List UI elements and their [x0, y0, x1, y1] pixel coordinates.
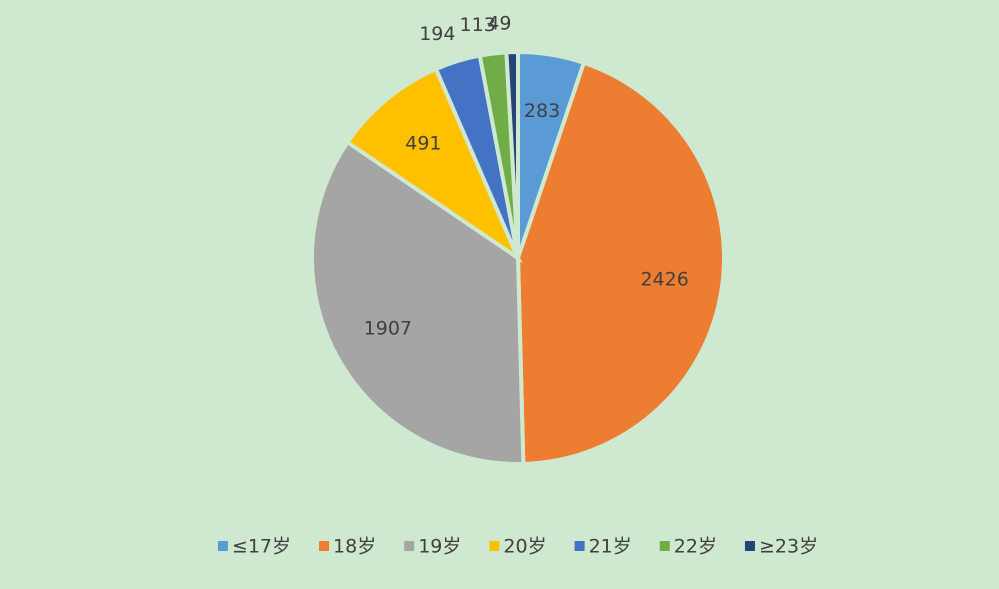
- legend-label: ≥23岁: [759, 536, 818, 558]
- legend-swatch: [319, 541, 330, 551]
- legend-swatch: [574, 541, 585, 551]
- legend-swatch: [489, 541, 500, 551]
- legend-label: 21岁: [589, 536, 632, 558]
- data-label: 194: [419, 23, 455, 45]
- data-label: 113: [460, 14, 496, 36]
- data-label: 283: [524, 100, 560, 122]
- legend-swatch: [744, 541, 755, 551]
- data-label: 49: [487, 13, 511, 35]
- legend-label: 18岁: [333, 536, 376, 558]
- legend-swatch: [404, 541, 415, 551]
- pie-slice: [515, 60, 726, 466]
- legend-swatch: [659, 541, 670, 551]
- legend-label: ≤17岁: [232, 536, 291, 558]
- legend-label: 20岁: [503, 536, 546, 558]
- legend-label: 19岁: [418, 536, 461, 558]
- data-label: 1907: [364, 318, 412, 340]
- pie-slice: [504, 49, 520, 259]
- pie-slice: [344, 66, 523, 264]
- data-label: 491: [405, 132, 441, 154]
- data-label: 2426: [640, 269, 688, 291]
- pie-slice: [310, 139, 526, 466]
- legend-swatch: [217, 541, 228, 551]
- legend-label: 22岁: [674, 536, 717, 558]
